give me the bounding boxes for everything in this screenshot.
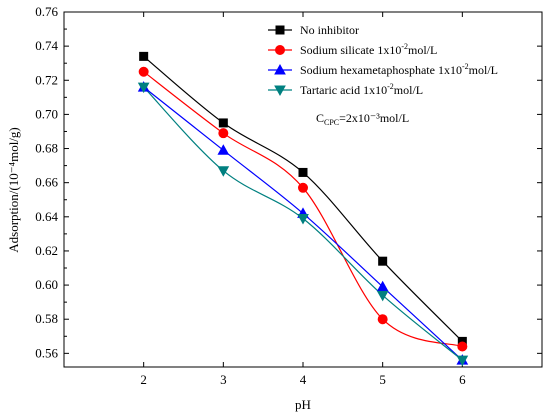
data-point-series-2	[377, 314, 388, 325]
data-point-series-4	[376, 290, 389, 302]
legend-marker-1	[275, 25, 285, 35]
data-point-series-4	[297, 214, 309, 225]
data-point-series-2	[457, 341, 468, 352]
x-tick-label: 2	[140, 372, 147, 387]
legend: No inhibitor Sodium silicate 1x10-2mol/L S…	[268, 23, 498, 97]
data-point-series-2	[298, 182, 308, 193]
legend-marker-3	[274, 63, 286, 75]
y-tick-label: 0.68	[35, 141, 58, 156]
y-tick-label: 0.66	[35, 175, 58, 190]
cpc-note-suffix: =2x10⁻³mol/L	[339, 111, 409, 125]
data-point-series-2	[218, 128, 229, 139]
legend-marker-2	[275, 45, 285, 55]
y-axis-label: Adsorption/(10⁻⁴mol/g)	[6, 127, 21, 253]
y-tick-label: 0.76	[35, 4, 58, 19]
x-tick-label: 6	[459, 372, 466, 387]
y-tick-label: 0.70	[35, 106, 58, 121]
cpc-note-subscript: CPC	[324, 118, 339, 127]
series-markers	[137, 51, 469, 367]
y-tick-label: 0.64	[35, 209, 58, 224]
x-tick-label: 4	[300, 372, 307, 387]
x-tick-label: 3	[220, 372, 227, 387]
data-point-series-4	[456, 355, 469, 367]
cpc-note-prefix: C	[316, 111, 324, 125]
y-tick-label: 0.74	[35, 38, 58, 53]
data-point-series-1	[218, 118, 228, 128]
y-tick-label: 0.58	[35, 311, 58, 326]
data-point-series-2	[138, 66, 149, 77]
series-line-1	[143, 55, 463, 342]
legend-label-2: Sodium silicate 1x10-2mol/L	[300, 42, 437, 57]
data-point-series-4	[137, 82, 150, 94]
x-tick-label: 5	[379, 372, 386, 387]
legend-label-1: No inhibitor	[300, 23, 359, 37]
data-point-series-1	[298, 167, 308, 177]
legend-marker-4	[274, 85, 286, 97]
y-tick-label: 0.60	[35, 277, 58, 292]
data-point-series-3	[376, 280, 389, 292]
x-axis-label: pH	[295, 397, 311, 412]
data-point-series-1	[378, 256, 388, 266]
data-point-series-1	[139, 51, 149, 61]
y-tick-label: 0.56	[35, 345, 58, 360]
y-tick-label: 0.72	[35, 72, 58, 87]
data-point-series-3	[217, 144, 230, 155]
legend-label-4: Tartaric acid 1x10-2mol/L	[300, 82, 423, 97]
y-axis-ticks: 0.56 0.58 0.60 0.62 0.64 0.66 0.68 0.70 0.72 0.74…	[35, 4, 542, 360]
x-axis-ticks: 2 3 4 5 6	[140, 12, 466, 387]
data-point-series-4	[217, 166, 230, 177]
y-tick-label: 0.62	[35, 243, 58, 258]
legend-label-3: Sodium hexametaphosphate 1x10-2mol/L	[300, 62, 498, 77]
cpc-concentration-note: CCPC=2x10⁻³mol/L	[316, 111, 409, 127]
